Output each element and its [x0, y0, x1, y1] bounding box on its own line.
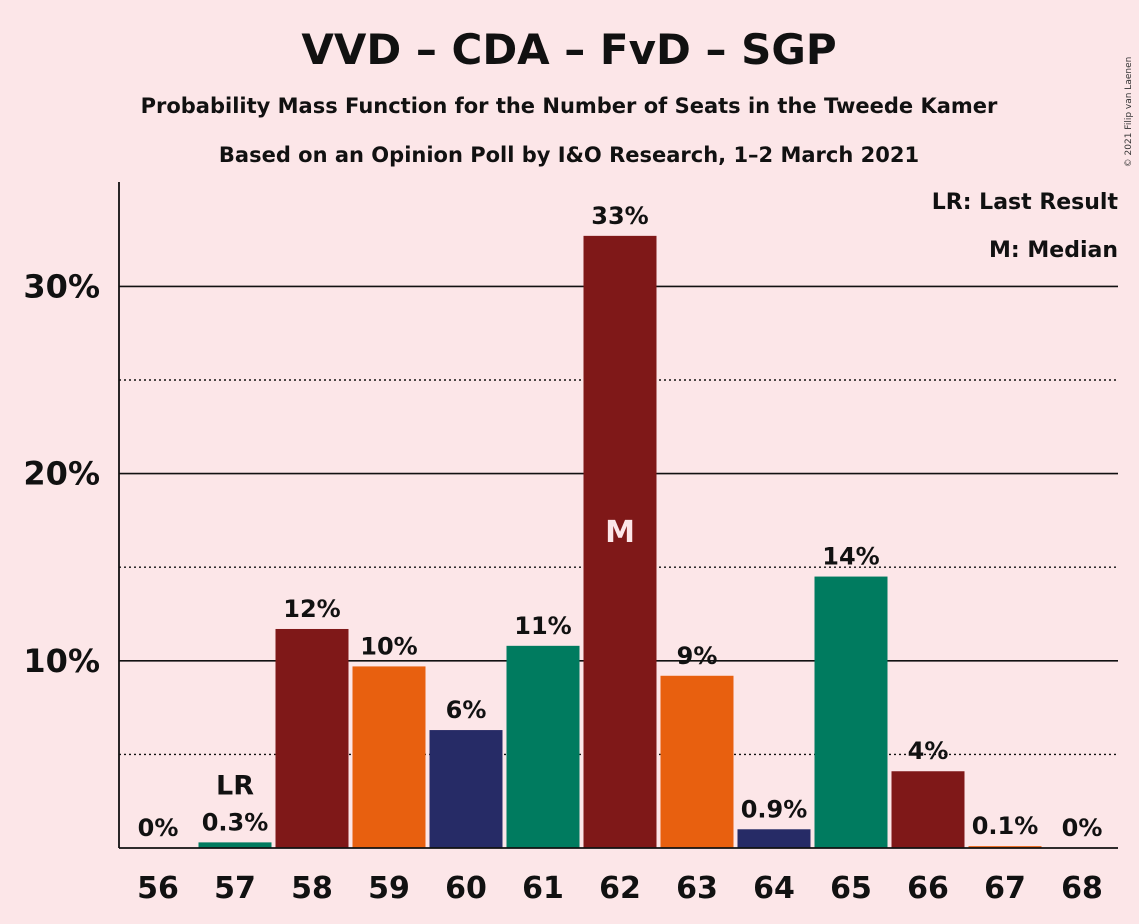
chart-subtitle-1: Probability Mass Function for the Number…: [141, 94, 998, 118]
bar-57: [198, 842, 272, 848]
value-label-66: 4%: [908, 737, 949, 765]
value-labels: 0% 56 LR 0.3% 57 12% 58 10% 59 6% 60 11% 61 M 33% 62 9% 6…: [137, 202, 1103, 906]
bar-67: [968, 846, 1042, 848]
x-tick-label-58: 58: [291, 871, 333, 906]
bar-63: [660, 675, 734, 848]
value-label-59: 10%: [360, 632, 417, 660]
y-tick-label: 20%: [23, 455, 100, 493]
bar-64: [737, 829, 811, 848]
value-label-63: 9%: [677, 642, 718, 670]
copyright-note: © 2021 Filip van Laenen: [1124, 57, 1134, 168]
x-tick-label-56: 56: [137, 871, 179, 906]
chart-title: VVD – CDA – FvD – SGP: [301, 25, 836, 74]
value-label-68: 0%: [1062, 814, 1103, 842]
y-tick-label: 30%: [23, 267, 100, 305]
x-tick-label-59: 59: [368, 871, 410, 906]
value-label-62: 33%: [591, 202, 648, 230]
bar-60: [429, 730, 503, 848]
legend-median: M: Median: [989, 238, 1118, 263]
value-label-67: 0.1%: [972, 812, 1039, 840]
bar-58: [275, 628, 349, 848]
value-label-57: 0.3%: [202, 808, 269, 836]
bar-66: [891, 771, 965, 848]
bar-65: [814, 576, 888, 848]
x-tick-label-60: 60: [445, 871, 487, 906]
y-tick-label: 10%: [23, 642, 100, 680]
bar-61: [506, 645, 580, 848]
x-tick-label-65: 65: [830, 871, 872, 906]
x-tick-label-63: 63: [676, 871, 718, 906]
axes: 10% 20% 30%: [23, 182, 1118, 849]
value-label-58: 12%: [283, 595, 340, 623]
median-marker: M: [605, 515, 635, 550]
value-label-61: 11%: [514, 612, 571, 640]
x-tick-label-68: 68: [1061, 871, 1103, 906]
value-label-65: 14%: [822, 543, 879, 571]
x-tick-label-67: 67: [984, 871, 1026, 906]
bars: [198, 235, 1042, 848]
bar-59: [352, 666, 426, 848]
x-tick-label-64: 64: [753, 871, 795, 906]
x-tick-label-66: 66: [907, 871, 949, 906]
x-tick-label-61: 61: [522, 871, 564, 906]
x-tick-label-57: 57: [214, 871, 256, 906]
value-label-64: 0.9%: [741, 795, 808, 823]
chart-subtitle-2: Based on an Opinion Poll by I&O Research…: [219, 143, 919, 167]
value-label-60: 6%: [446, 696, 487, 724]
x-tick-label-62: 62: [599, 871, 641, 906]
bar-62: [583, 235, 657, 848]
value-label-56: 0%: [138, 814, 179, 842]
legend-last-result: LR: Last Result: [932, 190, 1119, 215]
last-result-marker: LR: [216, 770, 254, 801]
